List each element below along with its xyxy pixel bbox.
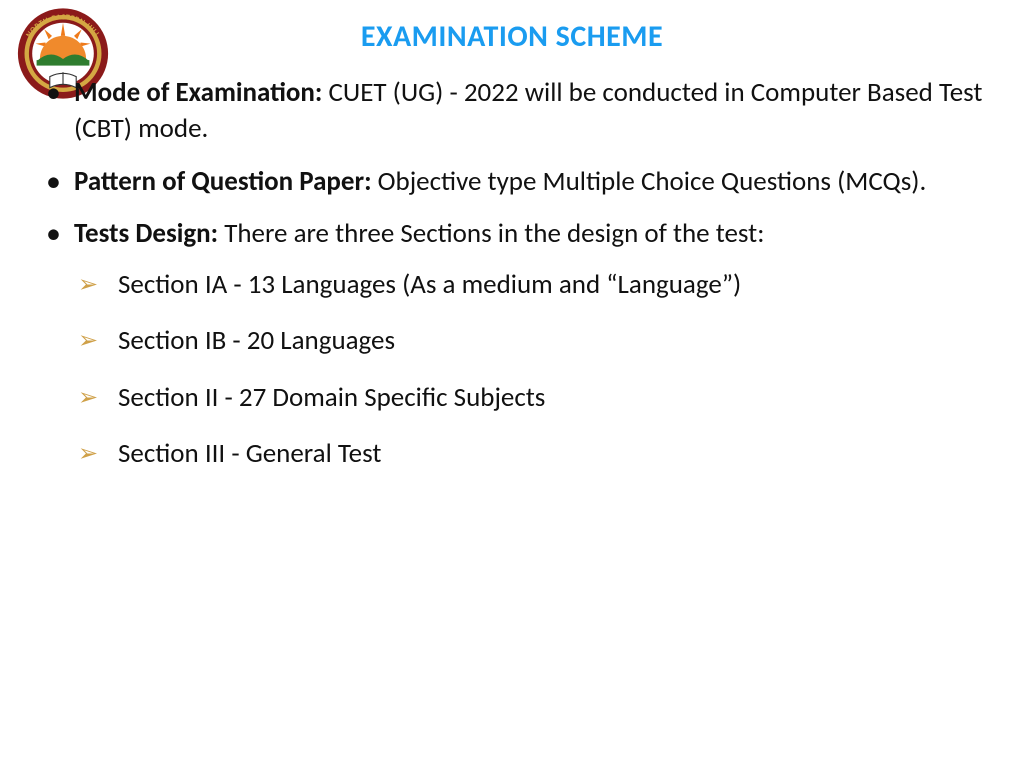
chevron-right-icon: ➢	[78, 438, 98, 470]
sub-bullet-text: Section III - General Test	[118, 437, 381, 470]
bullet-body: There are three Sections in the design o…	[218, 217, 764, 250]
bullet-pattern: Pattern of Question Paper: Objective typ…	[40, 164, 984, 200]
content-area: Mode of Examination: CUET (UG) - 2022 wi…	[0, 55, 1024, 473]
slide: NORTH-EASTERN HILL EXAMINATION SCHEME Mo…	[0, 0, 1024, 768]
bullet-body: Objective type Multiple Choice Questions…	[372, 165, 927, 198]
bullet-heading: Mode of Examination:	[74, 76, 322, 109]
sub-bullet-text: Section II - 27 Domain Specific Subjects	[118, 381, 545, 414]
sub-bullet-section-ii: ➢ Section II - 27 Domain Specific Subject…	[74, 380, 984, 416]
bullet-heading: Pattern of Question Paper:	[74, 165, 372, 198]
sub-bullet-list: ➢ Section IA - 13 Languages (As a medium…	[74, 267, 984, 473]
sub-bullet-section-ib: ➢ Section IB - 20 Languages	[74, 323, 984, 359]
bullet-heading: Tests Design:	[74, 217, 218, 250]
sub-bullet-section-ia: ➢ Section IA - 13 Languages (As a medium…	[74, 267, 984, 303]
bullet-tests-design: Tests Design: There are three Sections i…	[40, 216, 984, 472]
page-title: EXAMINATION SCHEME	[0, 0, 1024, 55]
bullet-mode: Mode of Examination: CUET (UG) - 2022 wi…	[40, 75, 984, 148]
sub-bullet-text: Section IB - 20 Languages	[118, 324, 395, 357]
sub-bullet-text: Section IA - 13 Languages (As a medium a…	[118, 268, 741, 301]
chevron-right-icon: ➢	[78, 325, 98, 357]
chevron-right-icon: ➢	[78, 269, 98, 301]
sub-bullet-section-iii: ➢ Section III - General Test	[74, 436, 984, 472]
main-bullet-list: Mode of Examination: CUET (UG) - 2022 wi…	[40, 75, 984, 473]
chevron-right-icon: ➢	[78, 382, 98, 414]
